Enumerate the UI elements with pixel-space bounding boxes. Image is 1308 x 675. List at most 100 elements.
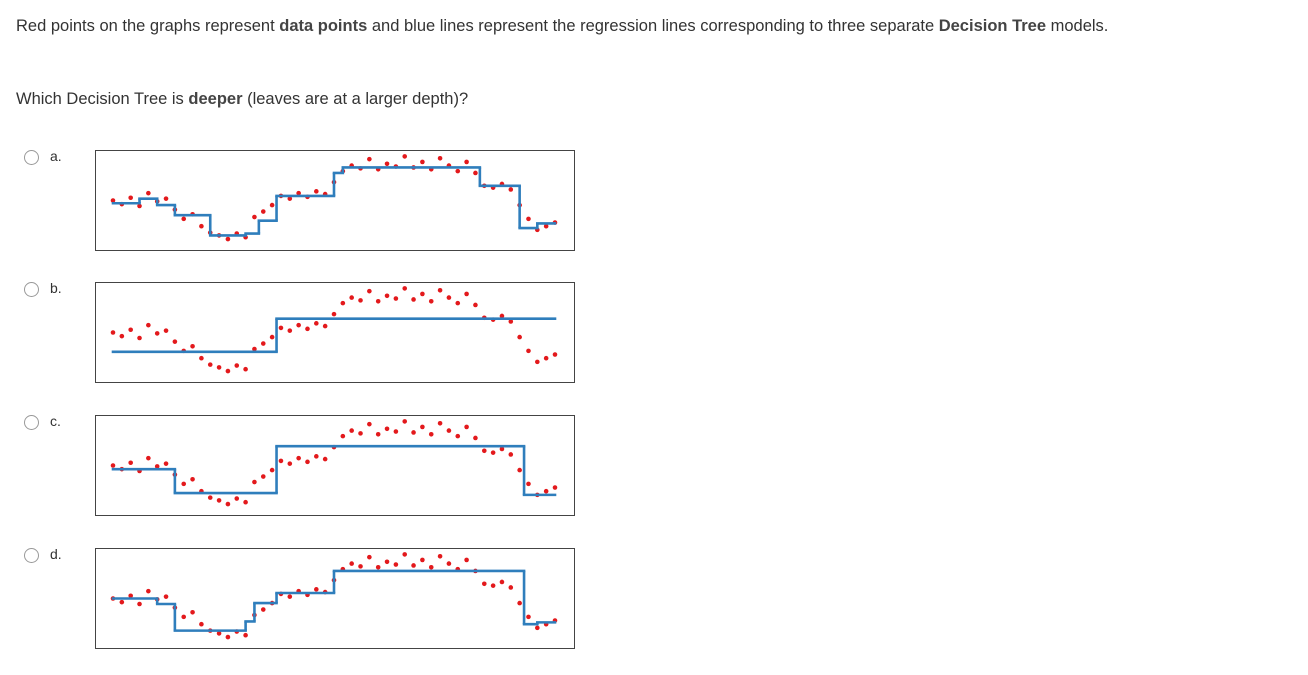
plot-frame <box>95 282 575 383</box>
option-label: c. <box>50 413 61 429</box>
data-point <box>287 328 293 333</box>
data-point <box>420 159 425 165</box>
data-point <box>243 632 248 638</box>
data-point <box>464 424 469 430</box>
data-point <box>481 581 487 587</box>
data-point <box>428 564 434 570</box>
data-point <box>252 346 257 352</box>
data-point <box>499 313 505 319</box>
text: Red points on the graphs represent <box>16 17 280 35</box>
data-point <box>225 368 231 374</box>
data-point <box>464 557 469 563</box>
data-point <box>260 341 266 346</box>
data-point <box>234 496 240 501</box>
data-point <box>428 431 434 437</box>
data-point <box>517 467 522 473</box>
data-point <box>543 488 549 494</box>
data-point <box>128 195 133 201</box>
plot <box>95 282 575 383</box>
data-point <box>420 424 425 430</box>
radio-button[interactable] <box>24 282 39 297</box>
data-point <box>428 298 434 304</box>
data-point <box>499 579 505 585</box>
data-point <box>384 559 390 565</box>
data-point <box>296 322 301 328</box>
data-point <box>367 288 372 294</box>
bold-text: deeper <box>188 90 243 108</box>
data-point <box>287 461 293 466</box>
data-point <box>305 326 310 332</box>
data-point <box>207 495 213 500</box>
data-point <box>269 467 275 473</box>
data-point <box>464 159 469 165</box>
plot <box>95 150 575 251</box>
data-point <box>278 458 284 464</box>
plot <box>95 415 575 516</box>
data-point <box>260 474 266 479</box>
data-point <box>146 322 151 328</box>
data-point <box>490 450 496 455</box>
data-point <box>402 286 408 291</box>
data-point <box>110 198 116 203</box>
data-point <box>234 363 240 368</box>
text: Which Decision Tree is <box>16 90 189 108</box>
option-label: b. <box>50 280 62 296</box>
radio-button[interactable] <box>24 150 39 165</box>
data-point <box>314 587 319 592</box>
data-point <box>393 562 399 567</box>
data-point <box>526 614 531 620</box>
data-point <box>446 295 452 300</box>
data-point <box>490 583 496 588</box>
data-point <box>154 331 160 336</box>
data-point <box>243 366 248 372</box>
data-point <box>119 599 125 605</box>
data-point <box>278 325 284 331</box>
data-point <box>216 365 222 370</box>
data-point <box>163 328 169 333</box>
radio-button[interactable] <box>24 548 39 563</box>
data-point <box>296 455 301 461</box>
data-point <box>110 463 116 468</box>
data-point <box>181 481 187 487</box>
data-point <box>367 421 372 427</box>
data-point <box>128 460 133 466</box>
data-point <box>367 554 372 560</box>
data-point <box>163 196 169 201</box>
data-point <box>455 168 461 174</box>
data-point <box>137 203 142 209</box>
data-point <box>146 588 151 594</box>
data-point <box>526 348 531 354</box>
data-point <box>340 300 346 306</box>
data-point <box>393 429 399 434</box>
data-point <box>128 327 133 333</box>
data-point <box>535 625 540 631</box>
data-point <box>384 161 390 167</box>
data-point <box>402 154 408 159</box>
bold-text: data points <box>279 17 368 35</box>
data-point <box>473 435 478 441</box>
text: and blue lines represent the regression … <box>367 17 939 35</box>
plot <box>95 548 575 649</box>
data-point <box>172 339 178 344</box>
data-point <box>163 461 169 466</box>
data-point <box>411 563 416 568</box>
data-point <box>420 557 425 563</box>
data-point <box>163 594 169 599</box>
data-point <box>402 419 408 424</box>
data-point <box>375 298 381 304</box>
data-point <box>508 585 514 590</box>
data-point <box>393 296 399 301</box>
data-point <box>216 498 222 503</box>
data-point <box>146 190 151 196</box>
data-point <box>146 455 151 461</box>
data-point <box>137 335 142 341</box>
data-point <box>455 300 461 306</box>
data-point <box>305 459 310 465</box>
data-point <box>446 428 452 433</box>
radio-button[interactable] <box>24 415 39 430</box>
data-point <box>199 223 204 229</box>
data-point <box>473 170 478 176</box>
data-point <box>543 223 549 229</box>
plot-frame <box>95 150 575 251</box>
data-point <box>322 323 328 329</box>
